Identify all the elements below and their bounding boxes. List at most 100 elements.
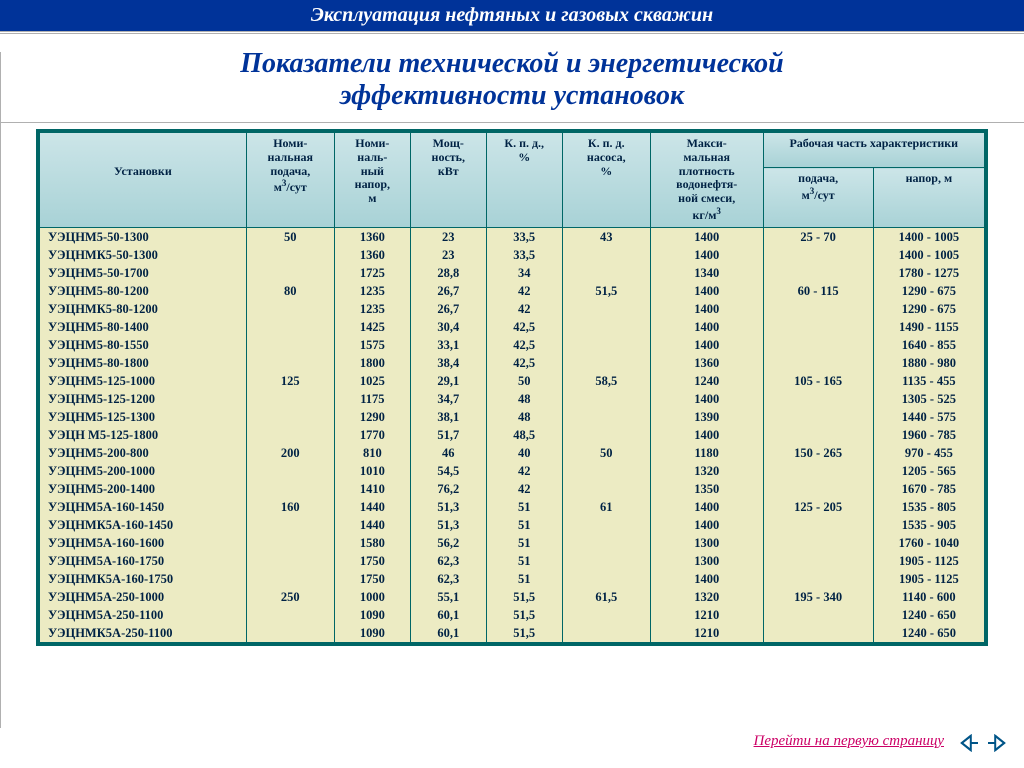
title-line2: эффективности установок bbox=[0, 80, 1024, 112]
cell: 61,5 bbox=[562, 588, 650, 606]
cell: 33,5 bbox=[486, 246, 562, 264]
cell: 51,5 bbox=[486, 624, 562, 644]
col-density: Макси-мальнаяплотностьводонефтя-ной смес… bbox=[650, 131, 763, 227]
left-rule bbox=[0, 52, 1, 728]
col-pump-efficiency: К. п. д.насоса,% bbox=[562, 131, 650, 227]
cell: 25 - 70 bbox=[763, 227, 873, 246]
cell: 1180 bbox=[650, 444, 763, 462]
cell: 1305 - 525 bbox=[873, 390, 986, 408]
cell: 29,1 bbox=[410, 372, 486, 390]
title-line1: Показатели технической и энергетической bbox=[0, 48, 1024, 80]
cell bbox=[246, 246, 334, 264]
cell bbox=[246, 264, 334, 282]
table-container: Установки Номи-нальнаяподача,м3/сут Номи… bbox=[36, 129, 988, 646]
cell: 1800 bbox=[334, 354, 410, 372]
col-working-range: Рабочая часть характеристики bbox=[763, 131, 986, 168]
cell: 1575 bbox=[334, 336, 410, 354]
cell bbox=[246, 606, 334, 624]
table-row: УЭЦНМ5-125-1000125102529,15058,51240105 … bbox=[38, 372, 986, 390]
cell bbox=[562, 390, 650, 408]
cell: УЭЦНМ5А-250-1000 bbox=[38, 588, 246, 606]
cell: 1425 bbox=[334, 318, 410, 336]
cell: 48 bbox=[486, 390, 562, 408]
cell bbox=[562, 318, 650, 336]
cell bbox=[763, 534, 873, 552]
title-underline bbox=[0, 122, 1024, 123]
prev-arrow-button[interactable] bbox=[956, 732, 982, 754]
cell: УЭЦНМ5А-160-1600 bbox=[38, 534, 246, 552]
arrow-left-icon bbox=[958, 734, 980, 752]
table-row: УЭЦНМ5А-160-1450160144051,351611400125 -… bbox=[38, 498, 986, 516]
cell: 150 - 265 bbox=[763, 444, 873, 462]
cell: 1175 bbox=[334, 390, 410, 408]
cell: 1210 bbox=[650, 606, 763, 624]
cell: 1640 - 855 bbox=[873, 336, 986, 354]
cell: 1535 - 905 bbox=[873, 516, 986, 534]
cell bbox=[763, 300, 873, 318]
cell: 51 bbox=[486, 534, 562, 552]
cell: 1205 - 565 bbox=[873, 462, 986, 480]
cell bbox=[562, 408, 650, 426]
first-page-link[interactable]: Перейти на первую страницу bbox=[754, 733, 944, 750]
cell: 80 bbox=[246, 282, 334, 300]
cell bbox=[246, 408, 334, 426]
cell: 1140 - 600 bbox=[873, 588, 986, 606]
cell: 43 bbox=[562, 227, 650, 246]
cell: 1535 - 805 bbox=[873, 498, 986, 516]
cell: 1440 bbox=[334, 516, 410, 534]
cell bbox=[763, 264, 873, 282]
cell bbox=[562, 264, 650, 282]
cell: 42,5 bbox=[486, 354, 562, 372]
cell: 23 bbox=[410, 227, 486, 246]
cell: 46 bbox=[410, 444, 486, 462]
cell: 1400 bbox=[650, 282, 763, 300]
cell: УЭЦНМ5А-250-1100 bbox=[38, 606, 246, 624]
cell: УЭЦНМК5А-250-1100 bbox=[38, 624, 246, 644]
cell: 1400 bbox=[650, 426, 763, 444]
cell: 1360 bbox=[334, 227, 410, 246]
cell bbox=[763, 552, 873, 570]
cell bbox=[763, 336, 873, 354]
cell: 51,5 bbox=[486, 588, 562, 606]
table-row: УЭЦНМ5-80-1400142530,442,514001490 - 115… bbox=[38, 318, 986, 336]
cell: 38,1 bbox=[410, 408, 486, 426]
next-arrow-button[interactable] bbox=[984, 732, 1010, 754]
cell: 51 bbox=[486, 516, 562, 534]
cell bbox=[562, 246, 650, 264]
cell: 26,7 bbox=[410, 282, 486, 300]
cell: 125 - 205 bbox=[763, 498, 873, 516]
cell: 48 bbox=[486, 408, 562, 426]
cell: 1670 - 785 bbox=[873, 480, 986, 498]
cell: 30,4 bbox=[410, 318, 486, 336]
cell bbox=[246, 318, 334, 336]
cell: 1725 bbox=[334, 264, 410, 282]
table-row: УЭЦНМК5-80-1200123526,74214001290 - 675 bbox=[38, 300, 986, 318]
cell bbox=[562, 534, 650, 552]
cell bbox=[763, 318, 873, 336]
col-nominal-head: Номи-наль-ныйнапор,м bbox=[334, 131, 410, 227]
cell: 1410 bbox=[334, 480, 410, 498]
header-title: Эксплуатация нефтяных и газовых скважин bbox=[311, 4, 713, 26]
cell: УЭЦНМ5-80-1200 bbox=[38, 282, 246, 300]
col-efficiency: К. п. д.,% bbox=[486, 131, 562, 227]
cell: 250 bbox=[246, 588, 334, 606]
cell: 1090 bbox=[334, 606, 410, 624]
cell: 1400 - 1005 bbox=[873, 227, 986, 246]
cell: 200 bbox=[246, 444, 334, 462]
cell: УЭЦНМ5-200-1400 bbox=[38, 480, 246, 498]
cell: 1320 bbox=[650, 588, 763, 606]
cell: 62,3 bbox=[410, 552, 486, 570]
cell: 48,5 bbox=[486, 426, 562, 444]
cell: 1400 bbox=[650, 570, 763, 588]
cell bbox=[763, 624, 873, 644]
table-row: УЭЦНМК5А-250-1100109060,151,512101240 - … bbox=[38, 624, 986, 644]
cell bbox=[562, 552, 650, 570]
cell: 42,5 bbox=[486, 318, 562, 336]
cell: 55,1 bbox=[410, 588, 486, 606]
cell: 50 bbox=[562, 444, 650, 462]
col-range-flow: подача,м3/сут bbox=[763, 168, 873, 228]
cell bbox=[763, 390, 873, 408]
cell: 76,2 bbox=[410, 480, 486, 498]
cell: 1750 bbox=[334, 552, 410, 570]
cell: 1010 bbox=[334, 462, 410, 480]
